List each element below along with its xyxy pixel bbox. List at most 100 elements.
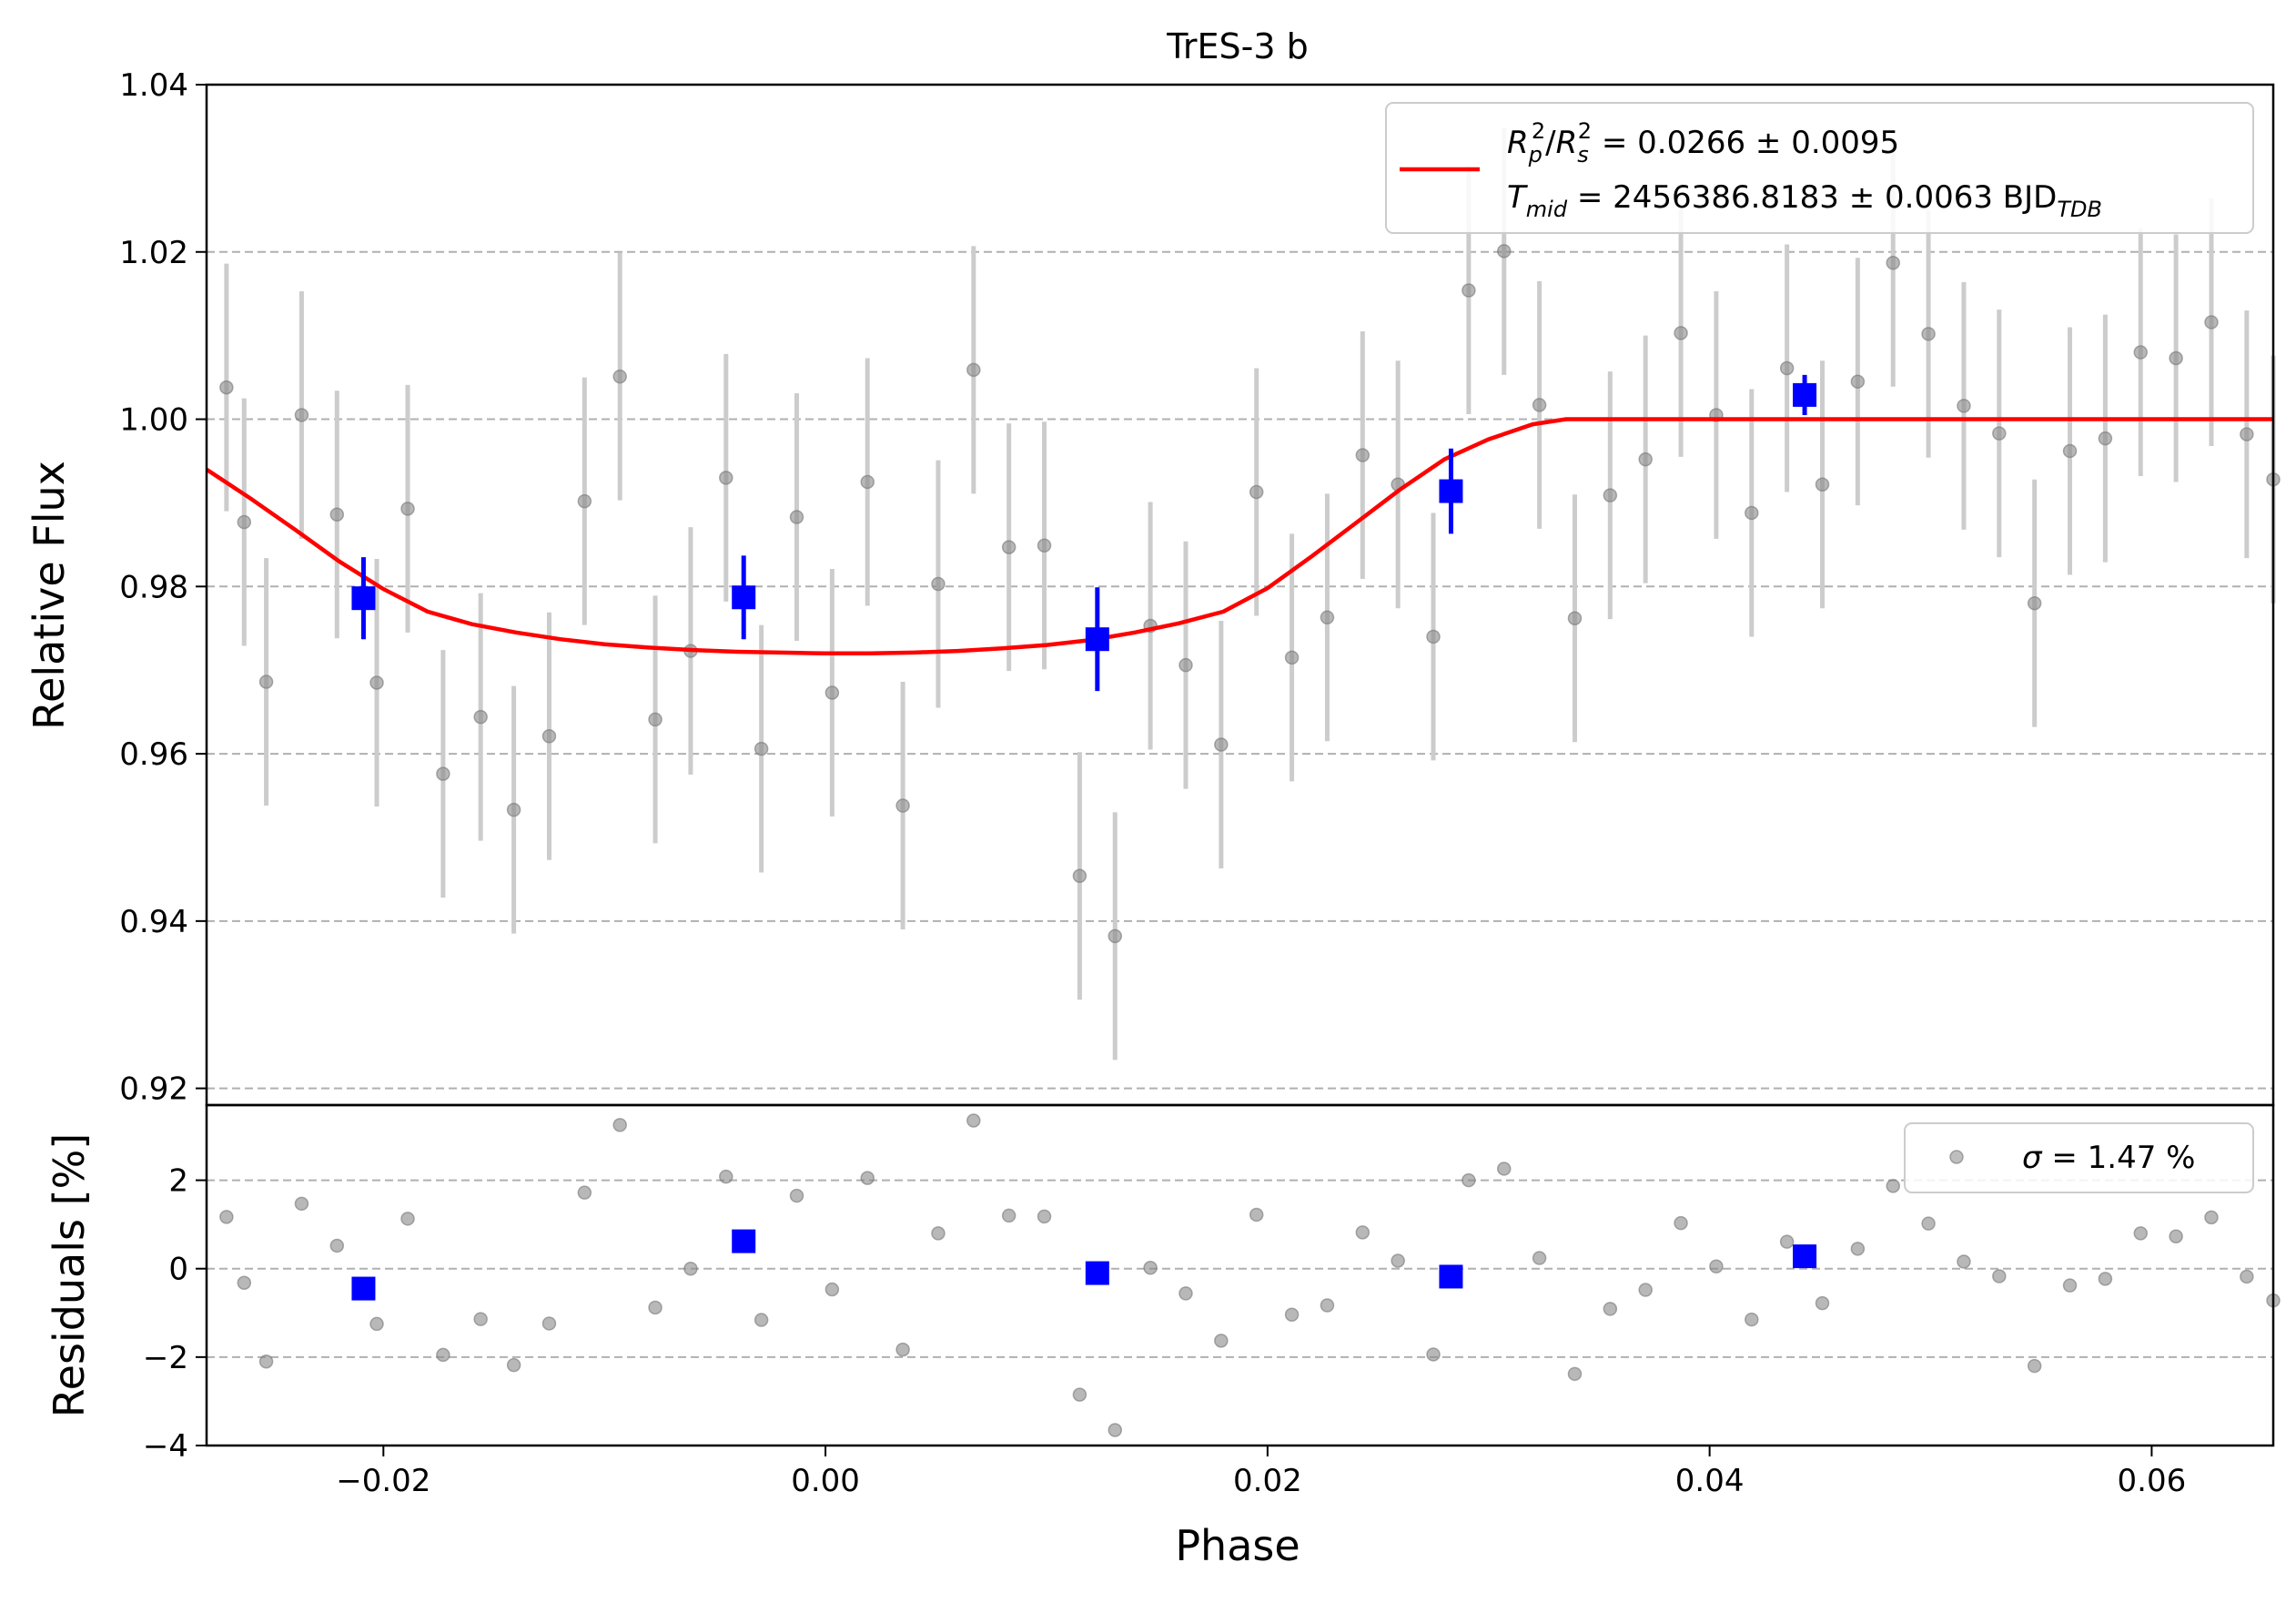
main-y-tick-label: 1.00 — [119, 402, 188, 439]
residual-point — [2169, 1229, 2183, 1244]
residual-point — [895, 1342, 910, 1357]
residual-point — [1143, 1260, 1158, 1275]
data-point — [473, 709, 488, 725]
residuals-data-points — [219, 1113, 2281, 1437]
data-point — [400, 502, 415, 516]
residuals-y-ticks: −4 −2 0 2 — [143, 1163, 207, 1465]
main-binned-points — [351, 374, 1817, 692]
residual-point — [1603, 1302, 1618, 1316]
data-point — [2062, 443, 2078, 459]
legend-squared-1: 2 — [1532, 118, 1545, 144]
data-point — [1957, 399, 1971, 413]
residual-point — [436, 1347, 450, 1363]
data-point — [1992, 426, 2007, 441]
data-point — [2133, 345, 2149, 360]
residual-point — [1284, 1307, 1300, 1322]
data-point — [860, 474, 875, 490]
data-point — [1426, 629, 1441, 644]
binned-point — [1793, 382, 1817, 407]
legend-slash: / — [1545, 125, 1556, 161]
residual-point — [400, 1212, 415, 1226]
binned-point — [351, 586, 376, 611]
data-point — [2204, 315, 2219, 330]
residual-point — [1214, 1334, 1229, 1348]
residual-binned-point — [732, 1229, 756, 1253]
legend-residual-marker — [1949, 1150, 1964, 1164]
residual-point — [754, 1313, 769, 1327]
legend-radius-ratio-value: = 0.0266 ± 0.0095 — [1592, 125, 1899, 161]
data-point — [237, 514, 252, 530]
data-point — [369, 675, 384, 690]
x-tick-label: −0.02 — [336, 1463, 430, 1499]
data-point — [895, 798, 910, 813]
data-point — [294, 408, 309, 422]
residual-point — [2240, 1269, 2254, 1284]
data-point — [931, 576, 946, 592]
legend-sigma-value: = 1.47 % — [2042, 1140, 2196, 1176]
residual-point — [1178, 1286, 1193, 1301]
residual-point — [2027, 1358, 2042, 1374]
data-point — [1603, 488, 1618, 502]
data-point — [1779, 360, 1795, 376]
data-point — [648, 712, 663, 727]
residual-point — [1320, 1298, 1335, 1313]
legend-tdb-subscript: TDB — [2057, 197, 2102, 222]
data-point — [1815, 477, 1830, 492]
main-y-axis-title: Relative Flux — [25, 461, 74, 730]
main-legend: Rp2/Rs2 = 0.0266 ± 0.0095 Tmid = 2456386… — [1385, 102, 2254, 234]
residual-point — [612, 1118, 627, 1132]
residual-point — [1001, 1208, 1017, 1223]
legend-sigma-symbol: σ — [2022, 1140, 2043, 1176]
data-point — [1037, 538, 1052, 553]
residuals-plot-panel: −4 −2 0 2 −0.02 0.00 0.02 0.04 0.06 σ = 1.47 % — [143, 1103, 2281, 1499]
residual-point — [824, 1282, 840, 1297]
residuals-binned-points — [351, 1229, 1817, 1301]
data-point — [1745, 505, 1759, 521]
legend-sigma-label: σ = 1.47 % — [2022, 1140, 2195, 1176]
data-point — [1886, 255, 1900, 270]
data-point — [219, 380, 234, 395]
data-point — [1284, 650, 1300, 665]
residual-point — [1426, 1347, 1441, 1362]
residual-point — [2133, 1226, 2149, 1241]
main-plot-panel: 0.920.940.960.981.001.021.04 Rp2/Rs2 = 0… — [119, 67, 2281, 1108]
residual-point — [719, 1169, 733, 1184]
data-point — [541, 729, 557, 744]
residual-point — [1745, 1312, 1759, 1327]
main-y-tick-label: 0.92 — [119, 1071, 188, 1108]
residuals-y-tick-label: −2 — [143, 1340, 188, 1376]
residual-point — [1921, 1216, 1936, 1231]
residual-point — [219, 1210, 234, 1224]
x-tick-label: 0.00 — [791, 1463, 860, 1499]
main-y-ticks: 0.92 0.94 0.96 0.98 1.00 1.02 1.04 — [119, 67, 207, 1108]
data-point — [1214, 737, 1229, 752]
residual-point — [1567, 1366, 1583, 1382]
x-ticks: −0.02 0.00 0.02 0.04 0.06 — [336, 1446, 2186, 1499]
legend-s-subscript: s — [1577, 142, 1589, 167]
data-point — [1001, 540, 1017, 554]
main-y-tick-label: 0.94 — [119, 904, 188, 940]
data-point — [436, 766, 450, 781]
x-axis-title: Phase — [1175, 1521, 1300, 1570]
residuals-y-tick-label: −4 — [143, 1428, 188, 1465]
residual-point — [2204, 1210, 2219, 1225]
residual-point — [258, 1354, 274, 1369]
data-point — [1072, 868, 1087, 883]
data-point — [577, 493, 592, 509]
residual-point — [683, 1261, 698, 1276]
residual-point — [1850, 1242, 1866, 1256]
data-point — [1638, 451, 1653, 467]
legend-t-symbol: T — [1507, 179, 1528, 216]
residual-point — [1037, 1209, 1052, 1224]
residual-point — [1108, 1423, 1123, 1437]
residual-point — [541, 1316, 557, 1331]
residual-point — [473, 1312, 488, 1326]
data-point — [1532, 398, 1547, 412]
data-point — [789, 510, 804, 524]
data-point — [754, 741, 769, 756]
residual-point — [1072, 1387, 1087, 1402]
residual-point — [1957, 1254, 1971, 1269]
data-point — [1178, 657, 1193, 673]
transit-model-curve — [205, 417, 2273, 656]
